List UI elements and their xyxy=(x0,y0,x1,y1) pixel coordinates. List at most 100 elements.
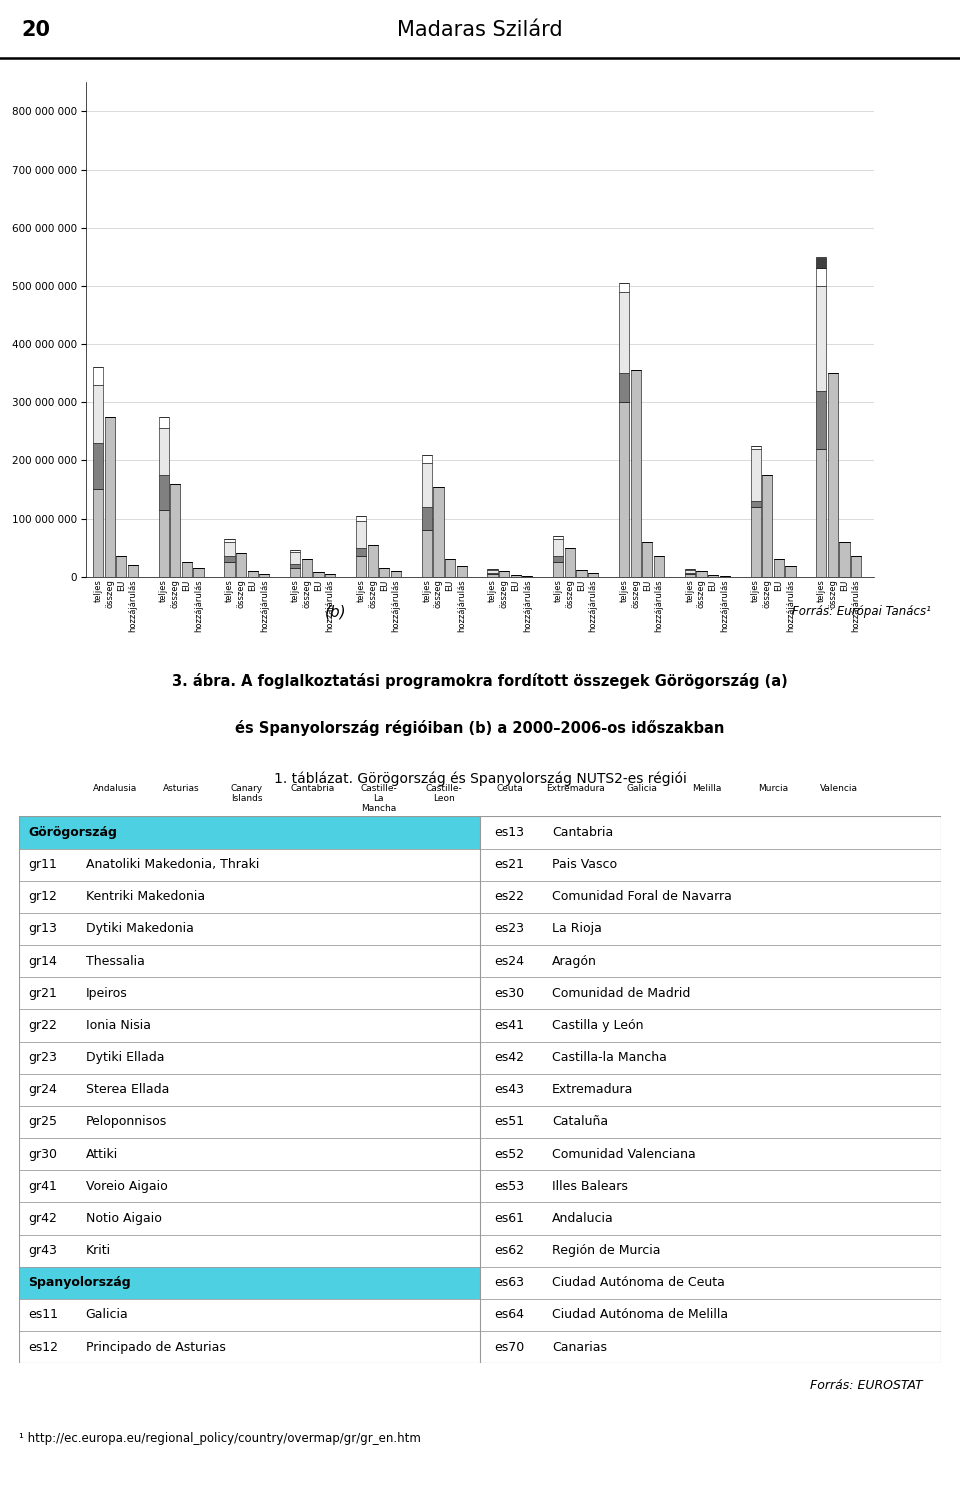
Text: Galicia: Galicia xyxy=(85,1308,129,1321)
Bar xyxy=(19,848,480,881)
Bar xyxy=(290,553,300,563)
Bar xyxy=(480,1010,941,1041)
Text: es21: es21 xyxy=(493,858,524,872)
Bar xyxy=(619,403,629,577)
Text: es30: es30 xyxy=(493,987,524,999)
Bar xyxy=(774,559,784,577)
Bar xyxy=(128,565,138,577)
Text: Dytiki Makedonia: Dytiki Makedonia xyxy=(85,923,193,935)
Text: Voreio Aigaio: Voreio Aigaio xyxy=(85,1180,167,1192)
Bar xyxy=(19,1299,480,1332)
Bar xyxy=(480,848,941,881)
Text: gr42: gr42 xyxy=(29,1212,58,1225)
Text: Sterea Ellada: Sterea Ellada xyxy=(85,1083,169,1097)
Bar xyxy=(93,490,103,577)
Text: Extremadura: Extremadura xyxy=(552,1083,634,1097)
Bar xyxy=(480,977,941,1010)
Text: gr43: gr43 xyxy=(29,1245,58,1257)
Bar xyxy=(19,1332,480,1363)
Bar xyxy=(631,370,641,577)
Text: Melilla: Melilla xyxy=(692,785,722,794)
Text: Madaras Szilárd: Madaras Szilárd xyxy=(397,19,563,40)
Bar xyxy=(194,568,204,577)
Bar xyxy=(480,1138,941,1170)
Bar xyxy=(93,367,103,385)
Text: Ceuta: Ceuta xyxy=(496,785,523,794)
Text: Andalusia: Andalusia xyxy=(93,785,137,794)
Text: Región de Murcia: Región de Murcia xyxy=(552,1245,660,1257)
Text: gr21: gr21 xyxy=(29,987,58,999)
Bar xyxy=(684,569,695,572)
Bar xyxy=(368,545,378,577)
Bar xyxy=(480,1203,941,1234)
Text: es52: es52 xyxy=(493,1147,524,1161)
Bar xyxy=(619,373,629,403)
Bar xyxy=(553,556,564,562)
Bar xyxy=(19,1267,480,1299)
Bar xyxy=(499,571,510,577)
Bar xyxy=(696,572,707,577)
Text: Aragón: Aragón xyxy=(552,954,597,968)
Text: Forrás: Európai Tanács¹: Forrás: Európai Tanács¹ xyxy=(792,605,931,619)
Text: Notio Aigaio: Notio Aigaio xyxy=(85,1212,161,1225)
Bar xyxy=(553,562,564,577)
Bar xyxy=(19,1041,480,1074)
Bar xyxy=(313,572,324,577)
Text: Castille-
Leon: Castille- Leon xyxy=(426,785,463,803)
Text: es23: es23 xyxy=(493,923,524,935)
Bar xyxy=(480,1074,941,1106)
Bar xyxy=(816,391,827,449)
Bar xyxy=(259,574,270,577)
Text: es41: es41 xyxy=(493,1019,524,1032)
Text: es22: es22 xyxy=(493,890,524,903)
Bar xyxy=(19,1010,480,1041)
Bar xyxy=(301,559,312,577)
Bar xyxy=(19,1234,480,1267)
Bar xyxy=(225,539,234,542)
Bar xyxy=(488,569,497,572)
Text: es12: es12 xyxy=(29,1341,59,1354)
Text: Castille-
La
Mancha: Castille- La Mancha xyxy=(360,785,396,813)
Text: gr14: gr14 xyxy=(29,954,58,968)
Bar xyxy=(816,449,827,577)
Text: Comunidad Foral de Navarra: Comunidad Foral de Navarra xyxy=(552,890,732,903)
Bar xyxy=(816,286,827,391)
Text: Cataluña: Cataluña xyxy=(552,1116,608,1128)
Text: es24: es24 xyxy=(493,954,524,968)
Text: Galicia: Galicia xyxy=(626,785,657,794)
Text: Canary
Islands: Canary Islands xyxy=(230,785,263,803)
Text: 3. ábra. A foglalkoztatási programokra fordított összegek Görögország (a): 3. ábra. A foglalkoztatási programokra f… xyxy=(172,673,788,689)
Bar xyxy=(828,373,838,577)
Text: ¹ http://ec.europa.eu/regional_policy/country/overmap/gr/gr_en.htm: ¹ http://ec.europa.eu/regional_policy/co… xyxy=(19,1432,421,1444)
Bar xyxy=(325,574,335,577)
Bar xyxy=(480,1267,941,1299)
Text: gr24: gr24 xyxy=(29,1083,58,1097)
Text: Ciudad Autónoma de Ceuta: Ciudad Autónoma de Ceuta xyxy=(552,1276,725,1290)
Bar xyxy=(421,506,432,530)
Bar xyxy=(444,559,455,577)
Bar xyxy=(391,571,401,577)
Bar xyxy=(290,563,300,568)
Text: es61: es61 xyxy=(493,1212,524,1225)
Bar xyxy=(480,816,941,848)
Bar xyxy=(480,1041,941,1074)
Bar xyxy=(762,475,773,577)
Text: gr13: gr13 xyxy=(29,923,58,935)
Bar xyxy=(480,881,941,912)
Text: es63: es63 xyxy=(493,1276,524,1290)
Bar xyxy=(19,1106,480,1138)
Bar xyxy=(816,268,827,286)
Bar xyxy=(480,1170,941,1203)
Bar xyxy=(19,1074,480,1106)
Bar xyxy=(511,575,521,577)
Bar xyxy=(19,945,480,977)
Bar xyxy=(785,566,796,577)
Bar xyxy=(19,1138,480,1170)
Text: Extremadura: Extremadura xyxy=(546,785,605,794)
Text: és Spanyolország régióiban (b) a 2000–2006-os időszakban: és Spanyolország régióiban (b) a 2000–20… xyxy=(235,721,725,736)
Text: Canarias: Canarias xyxy=(552,1341,607,1354)
Text: es51: es51 xyxy=(493,1116,524,1128)
Bar xyxy=(619,292,629,373)
Bar xyxy=(480,1332,941,1363)
Text: gr23: gr23 xyxy=(29,1052,58,1064)
